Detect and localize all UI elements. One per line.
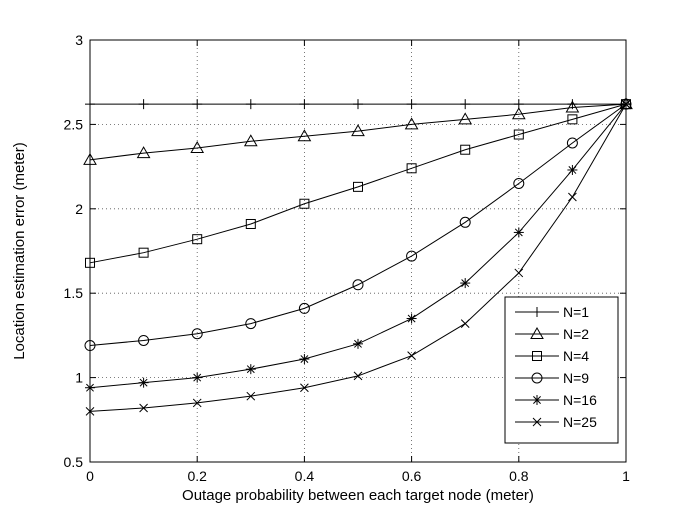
series-n-16 [85,99,631,393]
x-tick-label: 0.8 [509,468,529,484]
data-point-n-9 [406,250,418,262]
data-point-n-16 [567,164,578,175]
y-tick-label: 0.5 [64,454,84,470]
data-point-n-2 [351,124,365,137]
y-tick-label: 1 [75,370,83,386]
data-point-n-1 [138,99,149,110]
x-tick-label: 0.4 [295,468,315,484]
data-point-n-2 [565,100,580,113]
x-axis-label: Outage probability between each target n… [182,487,534,504]
data-point-n-16 [406,313,417,324]
data-point-n-16 [353,338,363,349]
data-point-n-9 [298,302,310,314]
legend-item-n-25: N=25 [515,414,597,430]
data-point-n-2 [190,141,205,154]
series-line-n-4 [89,103,627,264]
data-point-n-2 [297,129,312,142]
y-tick-label: 2.5 [64,116,84,132]
legend: N=1 N=2 N=4 N=9 N=16 N=25 [504,296,619,444]
axis-ticks: 0 0.2 0.4 0.6 0.8 1 0.5 1 1.5 2 2.5 3 [64,32,631,484]
data-point-n-9 [138,334,150,346]
data-point-n-4 [138,247,149,258]
data-point-n-1 [192,99,203,110]
series-group [83,97,633,416]
legend-marker [532,417,542,427]
legend-label: N=16 [563,392,597,408]
series-n-25 [85,99,631,416]
data-point-n-4 [406,163,417,174]
data-point-n-25 [407,351,416,361]
data-point-n-25 [192,398,202,408]
data-point-n-25 [300,383,309,393]
data-point-n-16 [138,377,149,388]
data-point-n-16 [513,227,524,238]
legend-label: N=2 [563,326,589,342]
x-tick-label: 0.6 [402,468,422,484]
data-point-n-2 [458,112,473,125]
series-line-n-9 [89,103,627,347]
data-point-n-25 [568,192,577,202]
legend-box [504,296,619,444]
data-point-n-4 [192,234,203,245]
data-point-n-1 [245,99,256,110]
legend-item-n-9: N=9 [515,370,589,386]
legend-marker [532,307,542,317]
data-point-n-16 [192,372,203,383]
data-point-n-2 [136,146,151,159]
data-point-n-2 [243,134,258,147]
data-point-n-9 [191,328,203,340]
y-axis-label: Location estimation error (meter) [11,142,28,360]
data-point-n-16 [299,354,310,365]
y-tick-label: 2 [75,201,83,217]
data-point-n-9 [352,279,364,291]
data-point-n-16 [245,364,256,375]
data-point-n-9 [459,216,471,228]
data-point-n-25 [246,391,256,401]
data-point-n-1 [353,99,363,110]
data-point-n-4 [460,144,471,155]
legend-label: N=25 [563,414,597,430]
legend-label: N=1 [563,304,589,320]
data-point-n-25 [460,319,470,328]
data-point-n-25 [353,371,363,381]
data-point-n-25 [139,403,148,413]
legend-marker [532,351,542,361]
data-point-n-25 [514,268,524,278]
data-point-n-9 [245,318,257,330]
legend-label: N=9 [563,370,589,386]
data-point-n-4 [513,129,524,140]
y-tick-label: 3 [75,32,83,48]
data-point-n-16 [460,278,471,289]
x-tick-label: 0 [86,468,94,484]
data-point-n-9 [566,137,578,149]
data-point-n-1 [406,99,417,110]
legend-marker [532,395,542,405]
legend-item-n-4: N=4 [515,348,589,364]
legend-marker [531,372,543,384]
data-point-n-4 [353,181,363,192]
legend-marker [530,326,544,339]
y-tick-label: 1.5 [64,285,84,301]
legend-item-n-1: N=1 [515,304,589,320]
data-point-n-1 [299,99,310,110]
data-point-n-2 [404,117,419,130]
legend-item-n-2: N=2 [515,326,589,342]
data-point-n-2 [511,107,526,120]
series-line-n-2 [89,103,627,161]
x-tick-label: 1 [622,468,630,484]
legend-item-n-16: N=16 [515,392,597,408]
data-point-n-1 [460,99,471,110]
plot-frame [89,39,627,463]
legend-label: N=4 [563,348,589,364]
data-point-n-4 [567,114,578,125]
data-point-n-4 [245,218,256,229]
x-tick-label: 0.2 [187,468,207,484]
data-point-n-9 [513,177,525,189]
data-point-n-4 [299,198,310,209]
